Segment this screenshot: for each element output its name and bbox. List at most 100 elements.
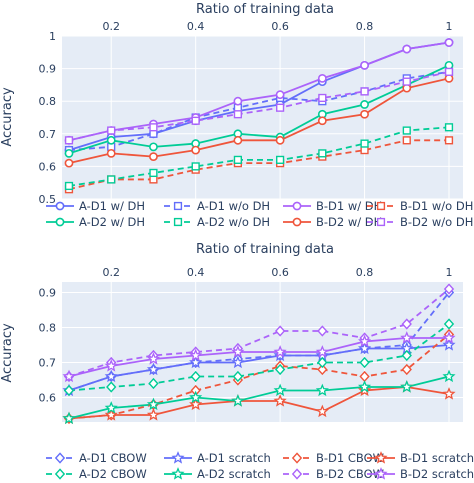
top-y-tick-label: 0.8 xyxy=(39,95,57,108)
top-legend-label: B-D1 w/ DH xyxy=(316,199,382,213)
top-legend-item-b-d1-w-dh[interactable]: B-D1 w/ DH xyxy=(283,199,382,213)
top-legend-marker xyxy=(292,201,302,211)
top-data-point-a-d2-w-o-dh xyxy=(402,126,411,135)
top-data-point-a-d2-w-dh xyxy=(64,148,74,158)
top-data-point-b-d2-w-dh xyxy=(317,116,327,126)
bottom-data-point-a-d2-scratch xyxy=(146,397,161,411)
bottom-data-point-b-d2-cbow xyxy=(443,283,455,295)
top-legend-item-b-d2-w-o-dh[interactable]: B-D2 w/o DH xyxy=(367,215,473,229)
top-data-point-b-d1-w-dh xyxy=(233,96,243,106)
top-legend-marker xyxy=(376,217,386,227)
top-data-point-b-d2-w-dh xyxy=(64,158,74,168)
top-data-point-a-d2-w-o-dh xyxy=(191,162,200,171)
bottom-legend-item-b-d2-cbow[interactable]: B-D2 CBOW xyxy=(283,467,384,481)
top-series-points-b-d2-w-o-dh xyxy=(64,67,454,145)
bottom-legend-marker xyxy=(374,467,388,480)
bottom-series-line-a-d2-cbow xyxy=(68,323,450,392)
top-legend-marker xyxy=(55,201,65,211)
top-data-point-a-d2-w-o-dh xyxy=(233,155,242,164)
bottom-series-line-b-d2-scratch xyxy=(68,337,449,378)
top-x-tick-label: 1 xyxy=(446,20,453,33)
top-data-point-b-d2-w-dh xyxy=(149,152,158,162)
bottom-x-tick-label: 1 xyxy=(446,266,453,279)
top-data-point-a-d2-w-dh xyxy=(106,135,116,145)
top-data-point-a-d2-w-dh xyxy=(360,100,369,109)
top-data-point-b-d2-w-dh xyxy=(360,109,369,119)
bottom-data-point-a-d2-cbow xyxy=(148,377,159,390)
bottom-legend-item-a-d2-scratch[interactable]: A-D2 scratch xyxy=(164,467,271,481)
bottom-legend-item-b-d1-cbow[interactable]: B-D1 CBOW xyxy=(283,451,384,465)
top-data-point-b-d2-w-o-dh xyxy=(233,110,242,119)
bottom-x-axis-title: Ratio of training data xyxy=(196,242,334,257)
top-data-point-b-d2-w-o-dh xyxy=(444,67,454,76)
bottom-data-point-b-d2-scratch xyxy=(104,359,118,372)
top-series-line-a-d2-w-dh xyxy=(68,64,450,155)
top-series-line-a-d1-w-o-dh xyxy=(68,70,450,151)
bottom-legend-label: A-D1 scratch xyxy=(197,451,271,465)
bottom-data-point-b-d2-cbow xyxy=(317,325,328,337)
top-data-point-b-d2-w-o-dh xyxy=(402,77,411,86)
top-data-point-a-d1-w-o-dh xyxy=(149,129,158,138)
top-series-points-b-d2-w-dh xyxy=(64,73,454,168)
bottom-legend-label: A-D2 CBOW xyxy=(79,467,147,481)
top-legend-label: A-D2 w/o DH xyxy=(197,215,270,229)
top-y-tick-label: 0.5 xyxy=(39,193,57,206)
bottom-legend-item-b-d2-scratch[interactable]: B-D2 scratch xyxy=(367,467,474,481)
top-data-point-b-d1-w-dh xyxy=(444,38,454,47)
top-legend-marker xyxy=(376,201,386,211)
bottom-legend-item-b-d1-scratch[interactable]: B-D1 scratch xyxy=(367,451,474,465)
bottom-x-tick-label: 0.4 xyxy=(187,266,205,279)
top-y-tick-label: 0.9 xyxy=(39,63,57,76)
bottom-series-line-b-d1-scratch xyxy=(68,386,450,420)
top-legend-item-b-d1-w-o-dh[interactable]: B-D1 w/o DH xyxy=(367,199,473,213)
bottom-legend-label: B-D1 scratch xyxy=(400,451,474,465)
top-legend-label: A-D1 w/ DH xyxy=(79,199,145,213)
bottom-y-tick-label: 0.6 xyxy=(39,392,57,405)
bottom-data-point-b-d2-scratch xyxy=(62,369,76,383)
bottom-data-point-b-d2-scratch xyxy=(231,345,245,358)
bottom-y-tick-label: 0.8 xyxy=(39,322,57,335)
bottom-legend-item-a-d1-scratch[interactable]: A-D1 scratch xyxy=(164,451,271,465)
top-legend: A-D1 w/ DH A-D1 w/o DH B-D1 w/ DH B-D1 w/o … xyxy=(46,199,473,229)
bottom-legend-marker xyxy=(54,452,66,464)
bottom-legend-item-a-d1-cbow[interactable]: A-D1 CBOW xyxy=(46,451,147,465)
bottom-data-point-a-d2-scratch xyxy=(104,401,118,414)
bottom-data-point-b-d1-scratch xyxy=(273,394,287,407)
top-legend-marker xyxy=(292,217,302,227)
top-legend-marker xyxy=(173,201,183,211)
bottom-series-line-b-d1-cbow xyxy=(68,333,450,420)
bottom-data-point-a-d2-scratch xyxy=(62,411,76,425)
top-legend-marker xyxy=(173,217,183,227)
bottom-data-point-a-d2-cbow xyxy=(232,370,244,383)
top-y-tick-label: 0.7 xyxy=(39,128,57,141)
bottom-x-tick-label: 0.8 xyxy=(356,266,374,279)
top-data-point-b-d1-w-o-dh xyxy=(360,145,369,155)
bottom-series-line-a-d2-scratch xyxy=(68,375,450,420)
bottom-legend-item-a-d2-cbow[interactable]: A-D2 CBOW xyxy=(46,467,147,481)
top-data-point-b-d2-w-dh xyxy=(191,145,201,155)
top-legend-item-b-d2-w-dh[interactable]: B-D2 w/ DH xyxy=(283,215,382,229)
bottom-data-point-a-d2-scratch xyxy=(231,394,245,407)
bottom-legend-marker xyxy=(291,468,303,480)
top-series-line-b-d2-w-o-dh xyxy=(68,70,450,142)
bottom-data-point-b-d2-scratch xyxy=(146,352,161,365)
bottom-series-points-a-d2-scratch xyxy=(62,369,456,425)
top-data-point-b-d1-w-o-dh xyxy=(149,175,158,184)
top-legend-item-a-d1-w-dh[interactable]: A-D1 w/ DH xyxy=(46,199,145,213)
top-legend-item-a-d2-w-o-dh[interactable]: A-D2 w/o DH xyxy=(164,215,270,229)
bottom-data-point-b-d1-scratch xyxy=(442,387,456,400)
top-legend-item-a-d2-w-dh[interactable]: A-D2 w/ DH xyxy=(46,215,145,229)
top-plot-background xyxy=(62,36,463,199)
bottom-data-point-a-d2-scratch xyxy=(189,390,203,404)
bottom-data-point-a-d2-scratch xyxy=(400,380,414,393)
bottom-data-point-b-d2-scratch xyxy=(357,334,372,348)
top-data-point-b-d1-w-o-dh xyxy=(402,136,411,145)
top-x-tick-label: 0.6 xyxy=(271,20,289,33)
top-data-point-b-d2-w-o-dh xyxy=(318,93,327,103)
bottom-data-point-b-d2-scratch xyxy=(189,348,203,362)
top-legend-item-a-d1-w-o-dh[interactable]: A-D1 w/o DH xyxy=(164,199,270,213)
bottom-y-tick-label: 0.9 xyxy=(39,287,57,300)
top-x-tick-label: 0.4 xyxy=(187,20,205,33)
top-data-point-b-d2-w-dh xyxy=(275,135,285,145)
bottom-data-point-b-d1-cbow xyxy=(317,363,328,376)
